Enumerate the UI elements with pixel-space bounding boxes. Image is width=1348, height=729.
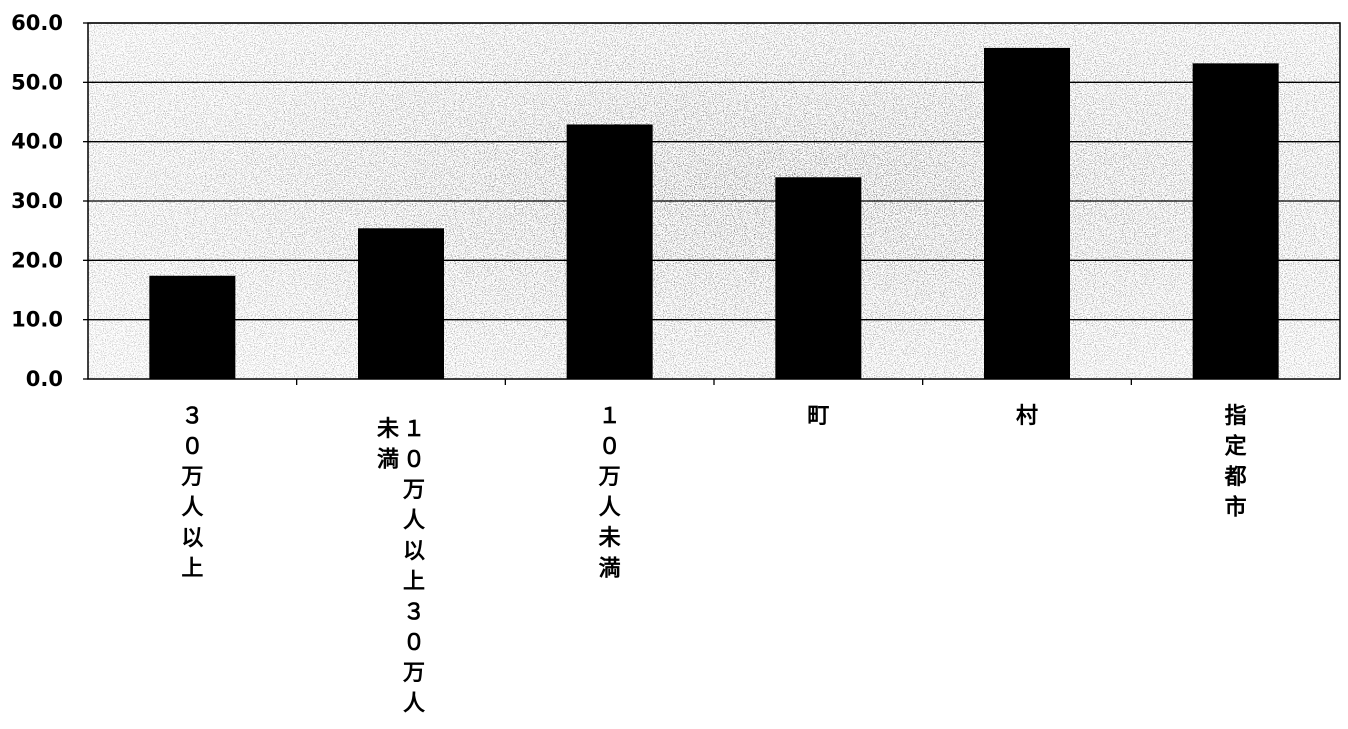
bars (149, 47, 1279, 380)
y-tick-label: 20.0 (11, 248, 63, 272)
y-tick-label: 60.0 (11, 11, 63, 35)
x-category-label: １０万人未満 (598, 404, 621, 582)
x-category-label: 町 (807, 404, 829, 429)
bar (566, 124, 653, 380)
y-tick-label: 0.0 (26, 367, 63, 391)
bar (984, 47, 1070, 380)
y-tick-label: 50.0 (11, 70, 63, 94)
x-category-label-column: 町 (807, 404, 829, 429)
x-category-label: 指定都市 (1224, 404, 1247, 521)
x-category-label-column: 未満 (377, 417, 399, 473)
bar (358, 228, 444, 379)
y-tick-label: 40.0 (11, 130, 63, 154)
axes (87, 22, 1341, 385)
x-category-label: ３０万人以上 (180, 404, 203, 582)
x-category-label-column: 指定都市 (1224, 404, 1247, 521)
x-category-label: 村 (1016, 404, 1038, 429)
y-tick-label: 30.0 (11, 189, 63, 213)
bar (775, 177, 862, 379)
y-axis-tick-labels: 0.0 10.0 20.0 30.0 40.0 50.0 60.0 (11, 11, 63, 391)
bar (149, 275, 236, 379)
x-category-label-column: ３０万人以上 (180, 404, 203, 582)
x-category-label-column: 村 (1016, 404, 1038, 429)
x-category-label-column: １０万人以上３０万人 (402, 417, 425, 717)
y-tick-label: 10.0 (11, 308, 63, 332)
bar (1192, 63, 1279, 379)
x-category-label-column: １０万人未満 (598, 404, 621, 582)
